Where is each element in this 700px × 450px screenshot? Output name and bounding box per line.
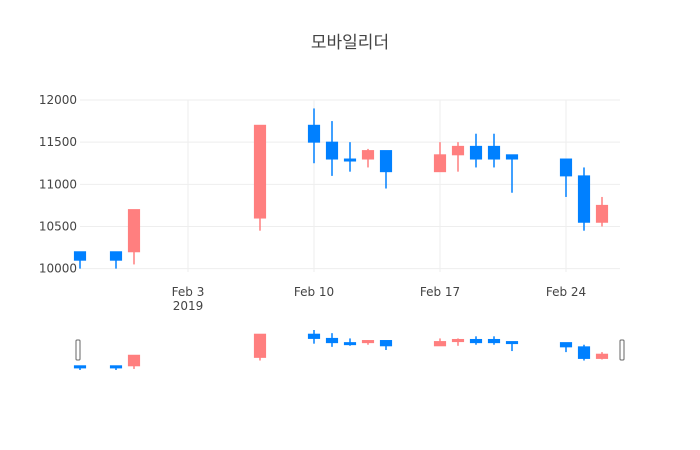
candle-body-mini (433, 341, 447, 347)
candle-body (577, 175, 591, 223)
x-tick-label: Feb 24 (546, 285, 586, 299)
candle-body (487, 145, 501, 160)
candle-body (73, 251, 87, 261)
candle-body (127, 209, 141, 253)
candle-body-mini (109, 365, 123, 369)
candle-body (253, 124, 267, 219)
candle-body (343, 158, 357, 162)
y-tick-label: 10000 (39, 262, 77, 276)
candle-body-mini (487, 338, 501, 344)
candle-body-mini (577, 346, 591, 359)
candle-body-mini (343, 342, 357, 346)
y-tick-label: 11500 (39, 135, 77, 149)
y-tick-label: 12000 (39, 93, 77, 107)
candle-body-mini (505, 341, 519, 345)
candle-body-mini (559, 342, 573, 348)
chart-title: 모바일리더 (311, 33, 389, 53)
candle-body-mini (379, 340, 393, 347)
candle-body (325, 141, 339, 160)
range-slider[interactable] (73, 330, 625, 370)
range-slider-left-handle[interactable] (75, 339, 81, 361)
candle-body (505, 154, 519, 160)
x-tick-year-label: 2019 (173, 299, 204, 313)
candle-body (433, 154, 447, 173)
y-axis-ticks: 10000 10500 11000 11500 12000 (39, 93, 77, 276)
grid-lines (80, 99, 620, 272)
range-slider-right-handle[interactable] (619, 339, 625, 361)
candle-body-mini (127, 354, 141, 367)
candle-body (595, 204, 609, 223)
candle-body-mini (361, 340, 375, 344)
x-tick-label: Feb 3 (172, 285, 205, 299)
candle-body-mini (253, 333, 267, 358)
candle-body-mini (451, 338, 465, 343)
y-tick-label: 10500 (39, 219, 77, 233)
y-tick-label: 11000 (39, 177, 77, 191)
candle-body-mini (595, 353, 609, 359)
candle-body-mini (325, 337, 339, 344)
candle-body-mini (73, 365, 87, 369)
candle-body (559, 158, 573, 177)
candle-body (307, 124, 321, 143)
candle-body-mini (469, 338, 483, 344)
candle-body (361, 150, 375, 160)
candle-body (379, 150, 393, 173)
candle-body (109, 251, 123, 261)
candles (73, 108, 609, 269)
candle-body (451, 145, 465, 156)
x-tick-label: Feb 17 (420, 285, 460, 299)
x-tick-label: Feb 10 (294, 285, 334, 299)
candle-body-mini (307, 333, 321, 339)
candle-body (469, 145, 483, 160)
